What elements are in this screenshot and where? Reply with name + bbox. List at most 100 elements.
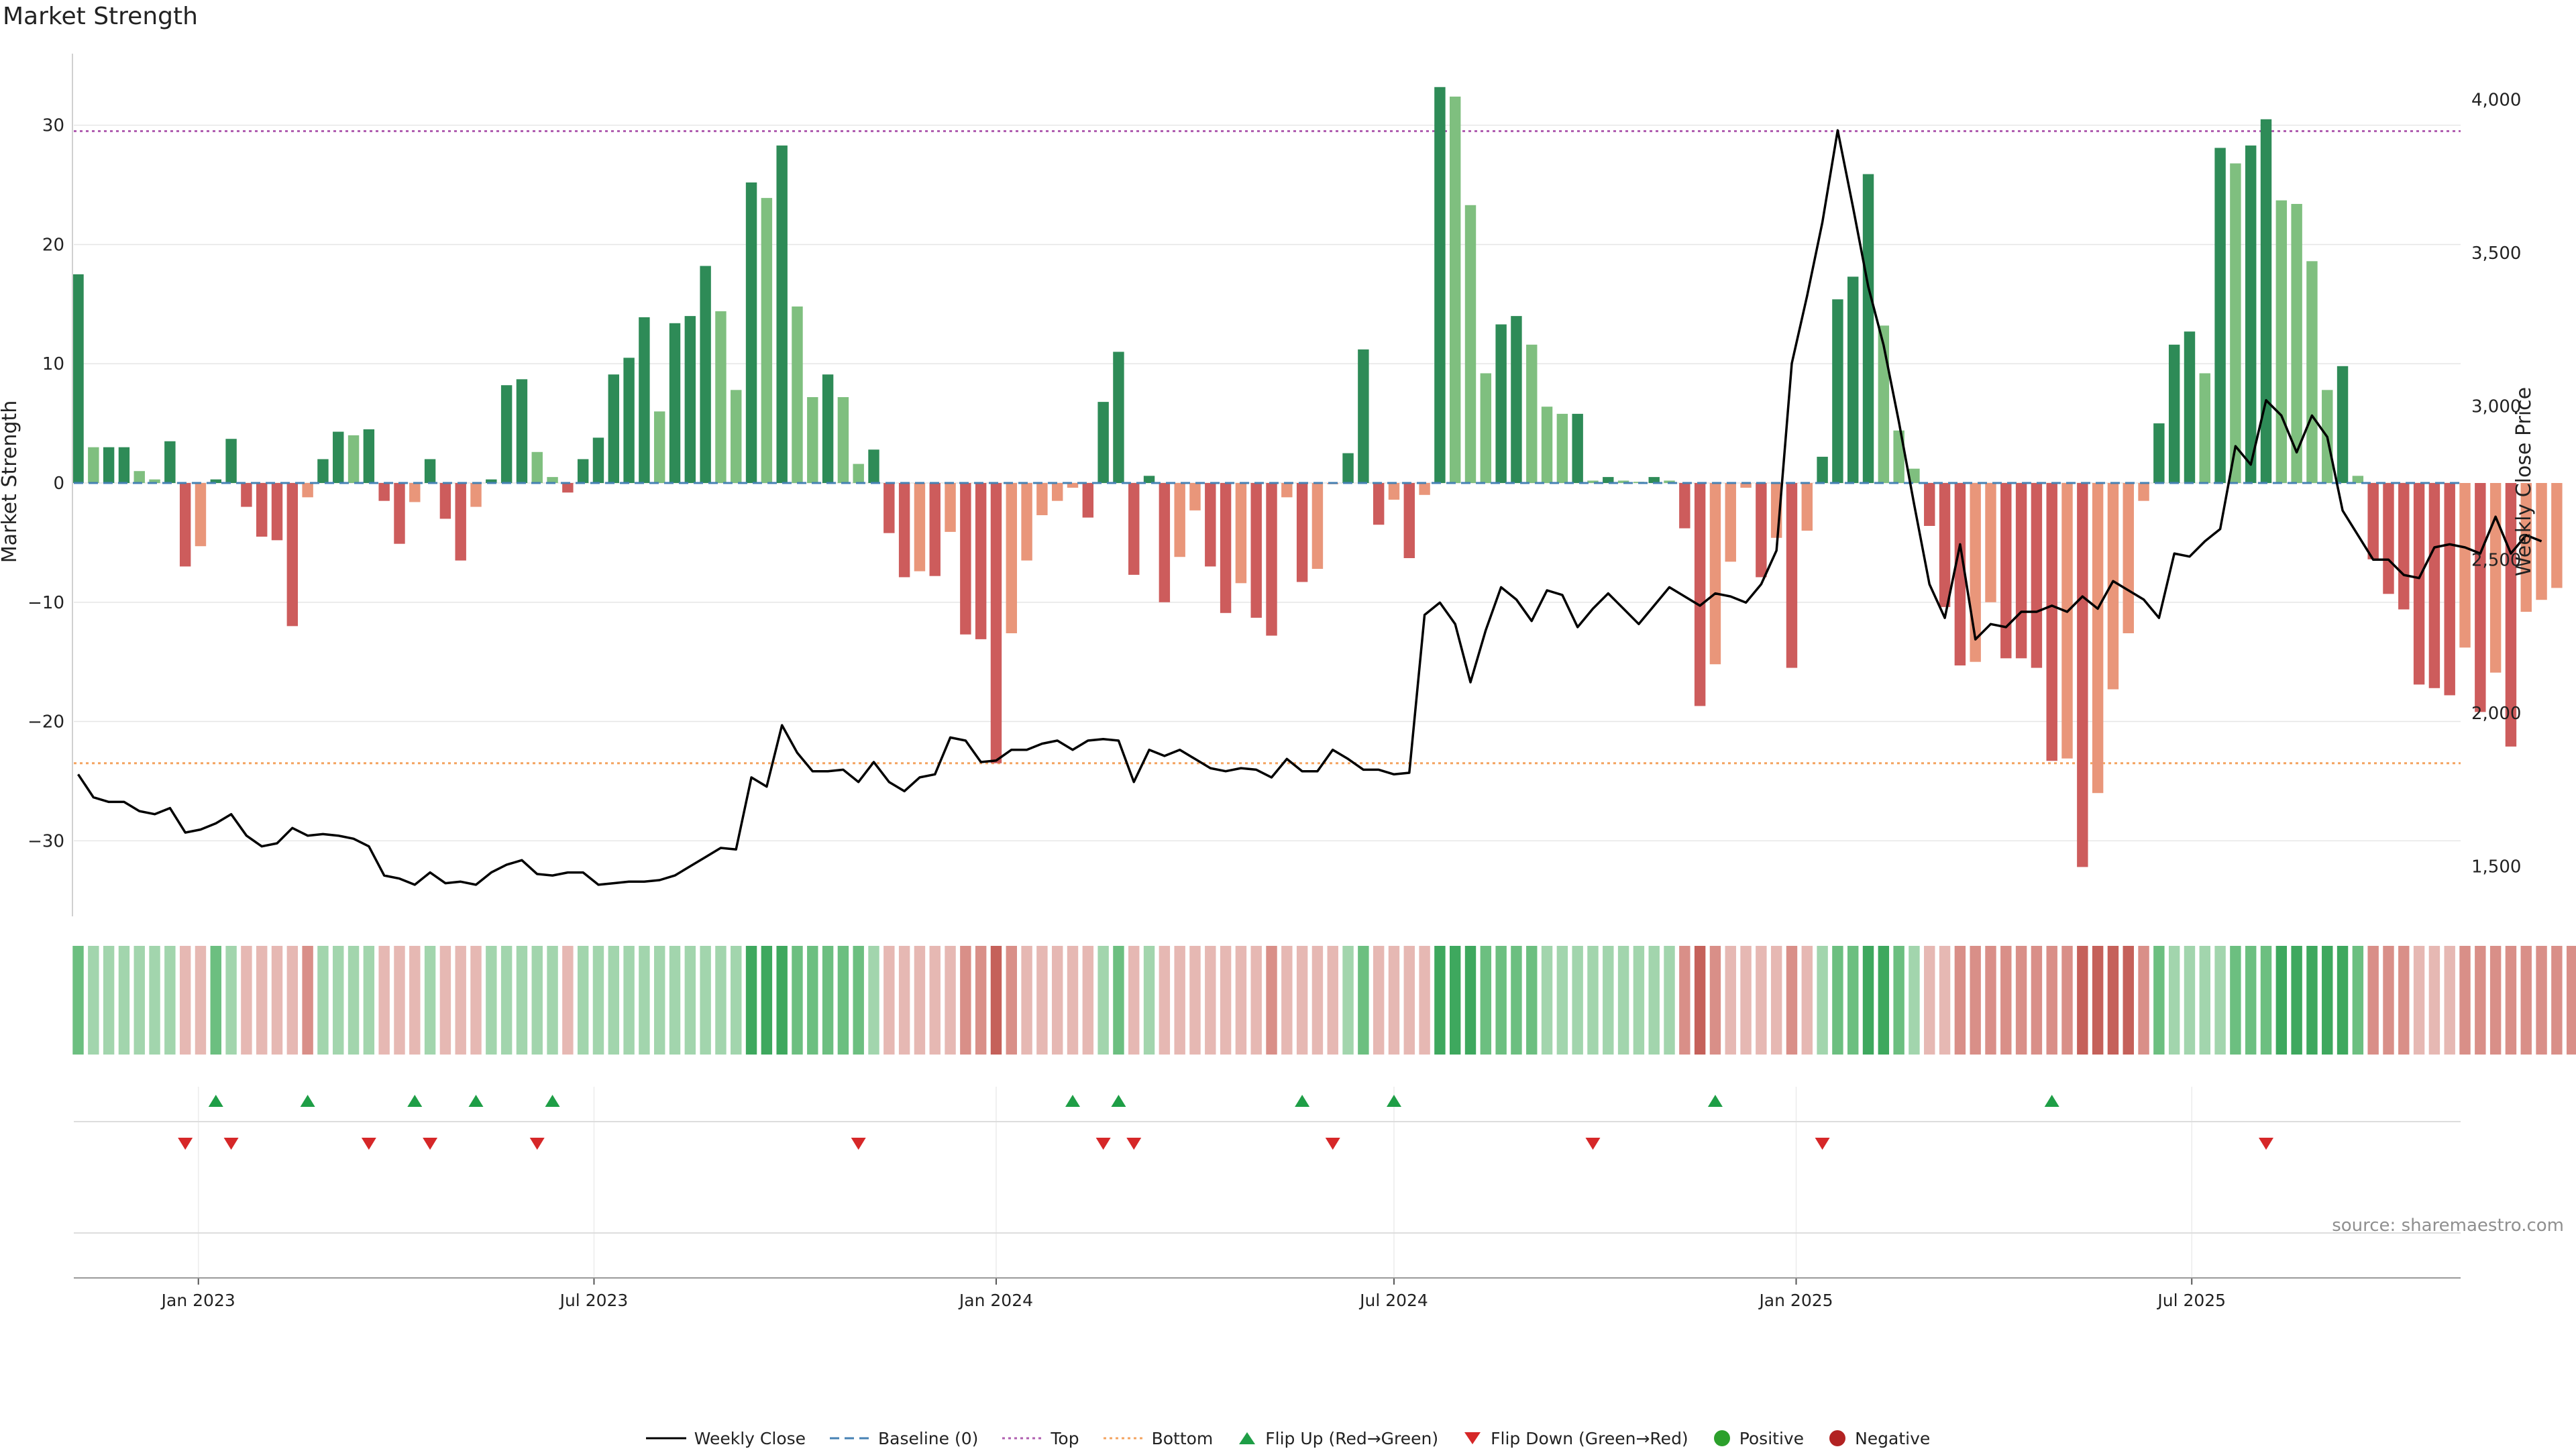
heat-cell: [1250, 946, 1262, 1055]
strength-bar: [256, 483, 268, 537]
heat-cell: [731, 946, 742, 1055]
heat-cell: [439, 946, 451, 1055]
heat-cell: [225, 946, 237, 1055]
green-dot-icon: [1713, 1430, 1730, 1446]
strength-bar: [1342, 453, 1354, 483]
heat-cell: [1939, 946, 1951, 1055]
legend-flip-down: Flip Down (Green→Red): [1462, 1429, 1688, 1448]
flip-up-marker: [1295, 1095, 1310, 1107]
flip-down-marker: [361, 1138, 376, 1150]
strength-bar: [271, 483, 283, 541]
heat-cell: [1311, 946, 1324, 1055]
strength-bar: [547, 477, 558, 483]
strength-bar: [1464, 205, 1477, 483]
y-tick-label-left: −20: [28, 712, 64, 733]
heat-cell: [2275, 946, 2288, 1055]
heat-cell: [2367, 946, 2379, 1055]
strength-bar: [715, 311, 727, 483]
strength-bar: [1617, 480, 1629, 483]
strength-bar: [1939, 483, 1951, 607]
heat-cell: [1128, 946, 1140, 1055]
strength-bar: [2489, 483, 2502, 673]
legend-label: Bottom: [1151, 1428, 1214, 1448]
strength-bar: [2413, 483, 2425, 685]
line-swatch-icon: [645, 1437, 686, 1440]
strength-bar: [2214, 148, 2226, 483]
flip-down-marker: [529, 1138, 545, 1150]
heat-cell: [562, 946, 574, 1055]
heat-cell: [149, 946, 160, 1055]
strength-bar: [1495, 324, 1507, 483]
legend-baseline: Baseline (0): [830, 1429, 978, 1448]
strength-bar: [2383, 483, 2394, 594]
heat-cell: [1051, 946, 1063, 1055]
strength-bar: [1878, 325, 1890, 483]
strength-bar: [1373, 483, 1385, 525]
strength-bar: [1266, 483, 1277, 636]
strength-bar: [2077, 483, 2088, 867]
heat-cell: [2000, 946, 2012, 1055]
heat-cell: [1603, 946, 1614, 1055]
x-tick-label: Jan 2023: [160, 1291, 235, 1310]
heat-cell: [2352, 946, 2364, 1055]
strength-bar: [883, 483, 895, 533]
strength-bar: [2398, 483, 2410, 610]
flip-down-marker: [2259, 1138, 2274, 1150]
strength-bar: [1051, 483, 1063, 501]
heat-cell: [455, 946, 466, 1055]
chart-legend: Weekly Close Baseline (0) Top Bottom Fli…: [0, 1423, 2576, 1453]
heat-cell: [2536, 946, 2547, 1055]
strength-bar: [1709, 483, 1721, 665]
legend-label: Flip Up (Red→Green): [1265, 1428, 1439, 1448]
strength-bar: [945, 483, 956, 532]
strength-bar: [731, 390, 742, 483]
heat-cell: [133, 946, 145, 1055]
strength-bar: [1556, 413, 1568, 483]
strength-bar: [2000, 483, 2012, 659]
strength-bar: [1388, 483, 1400, 500]
heat-cell: [363, 946, 375, 1055]
heat-cell: [2291, 946, 2302, 1055]
strength-bar: [164, 441, 176, 483]
flip-up-marker: [1386, 1095, 1401, 1107]
strength-bar: [1449, 97, 1461, 483]
heat-cell: [424, 946, 436, 1055]
heat-cell: [2505, 946, 2517, 1055]
strength-bar: [500, 385, 513, 483]
chart-title: Market Strength: [3, 3, 198, 30]
y-tick-label-left: −30: [28, 831, 64, 851]
heat-cell: [960, 946, 971, 1055]
y-tick-label-right: 3,000: [2471, 397, 2521, 417]
heat-cell: [1694, 946, 1706, 1055]
strength-bar: [1281, 483, 1293, 498]
strength-bar: [1143, 476, 1155, 483]
flip-up-marker: [1707, 1095, 1723, 1107]
heat-cell: [470, 946, 482, 1055]
y-tick-label-left: −10: [28, 593, 64, 613]
strength-bar: [914, 483, 926, 572]
strength-bar: [1220, 483, 1232, 613]
strength-bar: [347, 435, 360, 483]
strength-bar: [1174, 483, 1185, 557]
strength-bar: [409, 483, 421, 502]
heat-cell: [639, 946, 650, 1055]
heat-cell: [1464, 946, 1477, 1055]
legend-label: Top: [1051, 1428, 1079, 1448]
strength-bar: [1572, 413, 1583, 483]
strength-bar: [1924, 483, 1935, 526]
strength-bar: [103, 447, 115, 483]
legend-positive: Positive: [1713, 1429, 1804, 1448]
heat-cell: [500, 946, 513, 1055]
heat-cell: [1679, 946, 1690, 1055]
heat-cell: [2061, 946, 2073, 1055]
heat-cell: [516, 946, 528, 1055]
strength-bar: [286, 483, 299, 627]
heat-cell: [2153, 946, 2165, 1055]
strength-bar: [853, 464, 864, 483]
flip-up-marker: [2044, 1095, 2059, 1107]
strength-bar: [531, 451, 543, 483]
heat-cell: [1327, 946, 1338, 1055]
y-tick-label-left: 30: [42, 116, 64, 136]
strength-bar: [1067, 483, 1079, 488]
